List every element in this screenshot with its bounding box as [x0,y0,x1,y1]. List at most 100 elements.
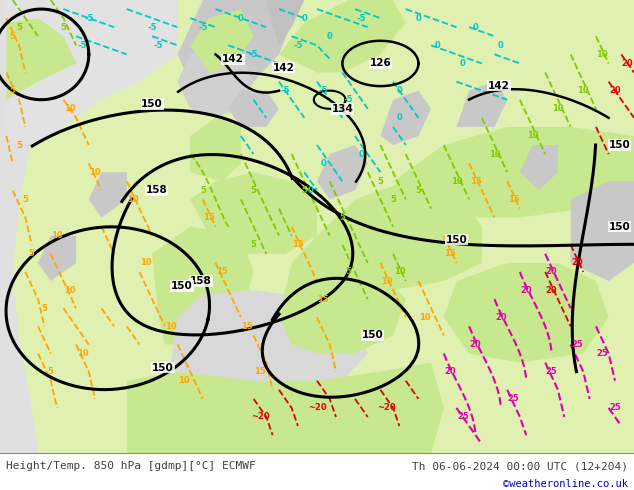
Text: 20: 20 [571,258,583,268]
Text: 10: 10 [178,376,190,385]
Polygon shape [279,0,406,73]
Text: 5: 5 [22,195,29,204]
Text: 158: 158 [146,185,167,196]
Polygon shape [171,290,368,390]
Text: Th 06-06-2024 00:00 UTC (12+204): Th 06-06-2024 00:00 UTC (12+204) [411,461,628,471]
Text: 0: 0 [434,41,441,50]
Text: 0: 0 [472,23,479,32]
Text: 10: 10 [165,322,177,331]
Text: 25: 25 [571,340,583,349]
Polygon shape [89,172,127,218]
Text: 15: 15 [292,240,304,249]
Text: Height/Temp. 850 hPa [gdmp][°C] ECMWF: Height/Temp. 850 hPa [gdmp][°C] ECMWF [6,461,256,471]
Text: 15: 15 [508,195,519,204]
Text: 142: 142 [273,63,295,73]
Polygon shape [228,91,279,127]
Text: -5: -5 [281,86,290,95]
Text: 5: 5 [41,304,48,313]
Text: 20: 20 [546,286,557,294]
Polygon shape [127,363,444,453]
Polygon shape [520,145,558,191]
Text: 5: 5 [10,32,16,41]
Text: 10: 10 [64,104,75,113]
Polygon shape [317,145,368,199]
Text: 0: 0 [498,41,504,50]
Text: -5: -5 [344,95,353,104]
Text: 150: 150 [609,221,630,232]
Text: -5: -5 [84,14,93,23]
Text: 10: 10 [51,231,63,240]
Text: 10: 10 [451,177,462,186]
Text: 0: 0 [415,14,422,23]
Text: 150: 150 [609,140,630,150]
Polygon shape [178,0,292,91]
Text: 15: 15 [444,249,456,258]
Text: 25: 25 [597,349,608,358]
Text: 25: 25 [546,367,557,376]
Text: 10: 10 [552,104,564,113]
Text: -5: -5 [198,23,207,32]
Text: 142: 142 [222,54,244,64]
Text: 5: 5 [48,367,54,376]
Polygon shape [178,46,254,118]
Polygon shape [456,82,507,127]
Text: 15: 15 [216,268,228,276]
Text: 5: 5 [250,186,257,195]
Text: 150: 150 [361,330,383,341]
Text: 0: 0 [238,14,244,23]
Text: 20: 20 [495,313,507,322]
Text: 0: 0 [396,86,403,95]
Text: 0: 0 [460,59,466,68]
Text: 5: 5 [415,186,422,195]
Text: 10: 10 [597,50,608,59]
Text: 20: 20 [622,59,633,68]
Polygon shape [571,181,634,281]
Polygon shape [380,91,431,145]
Text: 5: 5 [339,213,346,222]
Text: 5: 5 [346,268,352,276]
Text: 150: 150 [171,281,193,291]
Text: 0: 0 [301,14,307,23]
Text: 20: 20 [521,286,532,294]
Text: 15: 15 [242,322,253,331]
Text: -5: -5 [154,41,163,50]
Text: -5: -5 [294,41,302,50]
Text: 5: 5 [60,23,67,32]
Text: 25: 25 [508,394,519,403]
Text: 20: 20 [609,86,621,95]
Text: 15: 15 [470,177,481,186]
Text: 10: 10 [394,268,405,276]
Polygon shape [6,0,178,145]
Text: 15: 15 [318,294,329,304]
Polygon shape [279,236,406,354]
Text: -5: -5 [148,23,157,32]
Text: 20: 20 [444,367,456,376]
Text: 10: 10 [127,195,139,204]
Polygon shape [6,18,76,99]
Text: 10: 10 [77,349,88,358]
Text: 5: 5 [10,86,16,95]
Text: 10: 10 [419,313,430,322]
Polygon shape [190,172,317,254]
Text: ~20: ~20 [307,403,327,413]
Polygon shape [190,118,241,181]
Text: 150: 150 [152,363,174,372]
Text: 0: 0 [396,113,403,122]
Text: 10: 10 [527,131,538,141]
Text: -5: -5 [78,41,87,50]
Text: 5: 5 [200,186,206,195]
Text: 5: 5 [16,141,22,149]
Text: 20: 20 [546,268,557,276]
Text: 10: 10 [64,286,75,294]
Text: 5: 5 [29,249,35,258]
Polygon shape [38,236,76,281]
Text: 5: 5 [377,177,384,186]
Text: -5: -5 [249,50,258,59]
Text: 5: 5 [390,195,396,204]
Text: 10: 10 [140,258,152,268]
Text: -5: -5 [357,14,366,23]
Text: ~20: ~20 [250,413,269,421]
Text: 5: 5 [301,186,307,195]
Text: 150: 150 [141,99,163,109]
Polygon shape [444,263,609,363]
